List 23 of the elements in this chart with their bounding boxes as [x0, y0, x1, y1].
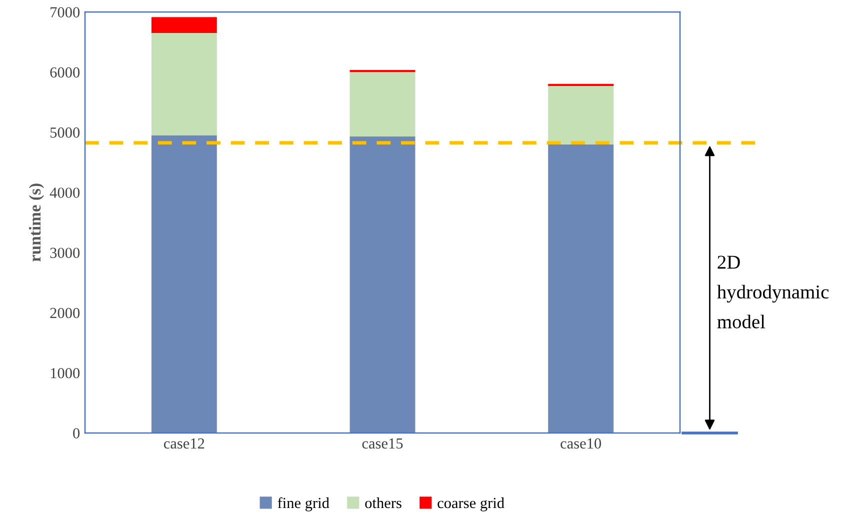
- bar: [548, 144, 614, 433]
- legend-label: fine grid: [278, 497, 330, 512]
- x-tick-label: case15: [362, 438, 403, 449]
- x-tick-label: case10: [560, 438, 602, 449]
- y-tick-label: 6000: [50, 67, 80, 78]
- bar: [350, 136, 416, 433]
- bar: [151, 17, 217, 34]
- y-tick-label: 0: [73, 428, 80, 438]
- y-axis-title: runtime (s): [28, 184, 44, 262]
- bar: [350, 72, 416, 136]
- legend-label: coarse grid: [438, 497, 504, 512]
- y-tick-label: 3000: [50, 248, 80, 258]
- bar: [548, 86, 614, 144]
- bar: [151, 135, 217, 433]
- y-tick-label: 7000: [50, 7, 80, 18]
- y-tick-label: 2000: [50, 308, 80, 318]
- y-tick-label: 1000: [50, 368, 80, 378]
- legend-label: others: [365, 497, 402, 508]
- y-tick-label: 5000: [50, 127, 80, 138]
- y-tick-label: 4000: [50, 188, 80, 198]
- text: 2D hydrodynamic model: [717, 256, 829, 328]
- x-tick-label: case12: [164, 438, 204, 449]
- bar: [151, 33, 217, 136]
